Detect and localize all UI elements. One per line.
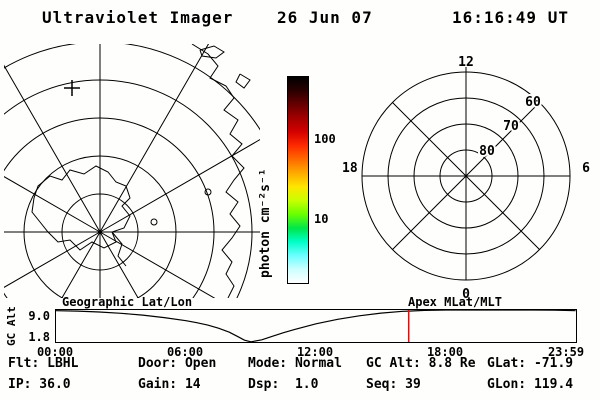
- x-tick-0600: 06:00: [166, 345, 204, 359]
- status-glat: GLat: -71.9: [487, 356, 574, 371]
- y-tick-max: 9.0: [28, 309, 50, 323]
- gc-alt-axis-label: GC Alt: [5, 306, 18, 346]
- geographic-polar-plot: [4, 44, 260, 298]
- mlt-label-12: 12: [458, 55, 474, 70]
- status-ip: IP: 36.0: [8, 377, 71, 392]
- gc-alt-polyline: [56, 310, 576, 342]
- status-seq: Seq: 39: [366, 377, 421, 392]
- status-gain: Gain: 14: [138, 377, 201, 392]
- apex-polar-plot: 12 18 6 0 60 70 80: [342, 55, 590, 302]
- mlt-spokes: [362, 72, 570, 280]
- latitude-circles: [4, 44, 260, 298]
- time-display: 16:16:49 UT: [452, 8, 569, 27]
- meridian-lines: [4, 44, 260, 298]
- antarctic-coastline: [31, 44, 251, 298]
- colorbar-tick-100: 100: [314, 132, 336, 146]
- plus-marker: [64, 80, 80, 96]
- mlat-label-80: 80: [479, 144, 495, 159]
- status-gcalt: GC Alt: 8.8 Re: [366, 356, 476, 371]
- x-tick-2359: 23:59: [547, 345, 585, 359]
- status-glon: GLon: 119.4: [487, 377, 574, 392]
- mlat-label-60: 60: [525, 95, 541, 110]
- gc-alt-strip-chart: [55, 309, 577, 343]
- instrument-title: Ultraviolet Imager: [42, 8, 234, 27]
- status-door: Door: Open: [138, 356, 217, 371]
- apex-plot-caption: Apex MLat/MLT: [408, 295, 502, 309]
- y-tick-min: 1.8: [28, 330, 50, 344]
- colorbar-label: photon cm⁻²s⁻¹: [258, 168, 273, 278]
- mlt-label-6: 6: [582, 161, 590, 176]
- mlat-label-70: 70: [503, 119, 519, 134]
- geo-plot-caption: Geographic Lat/Lon: [62, 295, 193, 309]
- status-dsp: Dsp: 1.0: [248, 377, 319, 392]
- x-tick-1800: 18:00: [426, 345, 464, 359]
- colorbar-tick-10: 10: [314, 212, 329, 226]
- status-flt: Flt: LBHL: [8, 356, 79, 371]
- x-tick-0000: 00:00: [36, 345, 74, 359]
- date-display: 26 Jun 07: [277, 8, 373, 27]
- mlt-label-0: 0: [462, 287, 470, 302]
- status-mode: Mode: Normal: [248, 356, 342, 371]
- mlt-label-18: 18: [342, 161, 358, 176]
- colorbar-gradient: [287, 76, 309, 284]
- x-tick-1200: 12:00: [296, 345, 334, 359]
